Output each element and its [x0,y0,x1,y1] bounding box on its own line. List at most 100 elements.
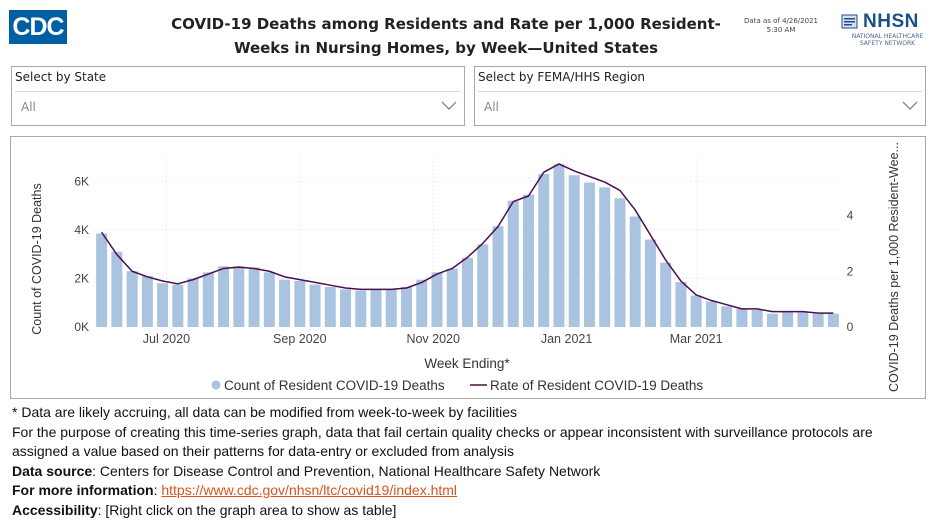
deaths-bar[interactable] [690,295,702,327]
deaths-bar[interactable] [705,301,717,328]
deaths-bar[interactable] [538,174,550,327]
rate-point[interactable] [557,162,560,165]
rate-point[interactable] [817,312,820,315]
deaths-bar[interactable] [644,239,656,327]
deaths-bar[interactable] [568,175,580,327]
rate-point[interactable] [268,270,271,273]
deaths-bar[interactable] [187,278,199,327]
rate-point[interactable] [695,293,698,296]
deaths-bar[interactable] [736,308,748,327]
deaths-bar[interactable] [385,289,397,327]
deaths-bar[interactable] [766,313,778,327]
deaths-bar[interactable] [522,194,534,327]
deaths-bar[interactable] [751,310,763,327]
rate-point[interactable] [649,234,652,237]
deaths-bar[interactable] [599,187,611,327]
rate-point[interactable] [771,310,774,313]
rate-point[interactable] [740,307,743,310]
bar-layer[interactable] [96,164,839,327]
rate-point[interactable] [115,253,118,256]
deaths-bar[interactable] [782,311,794,327]
rate-point[interactable] [161,280,164,283]
rate-point[interactable] [756,307,759,310]
deaths-chart[interactable]: Jul 2020 Sep 2020 Nov 2020 Jan 2021 Mar 2021… [11,137,925,398]
deaths-bar[interactable] [294,280,306,327]
deaths-bar[interactable] [202,272,214,327]
deaths-bar[interactable] [553,164,565,327]
deaths-bar[interactable] [96,233,108,328]
deaths-bar[interactable] [507,200,519,327]
rate-point[interactable] [222,267,225,270]
rate-point[interactable] [359,288,362,291]
rate-point[interactable] [710,299,713,302]
rate-point[interactable] [679,280,682,283]
deaths-bar[interactable] [157,283,169,327]
rate-point[interactable] [786,310,789,313]
rate-point[interactable] [237,266,240,269]
rate-point[interactable] [527,195,530,198]
deaths-bar[interactable] [309,284,321,328]
rate-point[interactable] [207,273,210,276]
deaths-bar[interactable] [797,312,809,327]
deaths-bar[interactable] [111,251,123,327]
deaths-bar[interactable] [416,279,428,327]
deaths-bar[interactable] [446,268,458,327]
deaths-bar[interactable] [172,284,184,328]
rate-point[interactable] [146,275,149,278]
rate-point[interactable] [344,286,347,289]
deaths-bar[interactable] [279,279,291,327]
deaths-bar[interactable] [141,276,153,327]
region-dropdown[interactable]: All [478,91,922,122]
rate-point[interactable] [603,181,606,184]
rate-point[interactable] [298,278,301,281]
line-layer[interactable] [100,162,835,314]
rate-point[interactable] [466,256,469,259]
deaths-bar[interactable] [721,306,733,327]
rate-point[interactable] [451,267,454,270]
deaths-bar[interactable] [629,216,641,328]
rate-point[interactable] [573,169,576,172]
rate-point[interactable] [588,175,591,178]
deaths-bar[interactable] [675,282,687,327]
deaths-bar[interactable] [401,286,413,327]
chart-frame[interactable]: Jul 2020 Sep 2020 Nov 2020 Jan 2021 Mar 2021… [10,136,926,399]
rate-point[interactable] [329,284,332,287]
rate-point[interactable] [634,208,637,211]
rate-point[interactable] [283,275,286,278]
rate-point[interactable] [390,288,393,291]
rate-line[interactable] [101,163,834,314]
rate-point[interactable] [131,270,134,273]
deaths-bar[interactable] [492,226,504,327]
deaths-bar[interactable] [248,267,260,328]
more-info-link[interactable]: https://www.cdc.gov/nhsn/ltc/covid19/ind… [161,482,458,498]
deaths-bar[interactable] [126,271,138,327]
rate-point[interactable] [801,310,804,313]
deaths-bar[interactable] [233,266,245,327]
deaths-bar[interactable] [431,272,443,327]
deaths-bar[interactable] [583,182,595,328]
deaths-bar[interactable] [462,257,473,327]
rate-point[interactable] [832,312,835,315]
rate-point[interactable] [375,288,378,291]
deaths-bar[interactable] [370,289,382,327]
rate-point[interactable] [542,171,545,174]
deaths-bar[interactable] [827,313,839,327]
rate-point[interactable] [481,242,484,245]
rate-point[interactable] [420,281,423,284]
rate-point[interactable] [436,273,439,276]
rate-point[interactable] [176,282,179,285]
deaths-bar[interactable] [477,244,489,327]
rate-point[interactable] [253,267,256,270]
deaths-bar[interactable] [324,286,336,327]
rate-point[interactable] [664,259,667,262]
deaths-bar[interactable] [340,289,352,327]
rate-point[interactable] [725,303,728,306]
state-dropdown[interactable]: All [15,91,461,122]
rate-point[interactable] [314,281,317,284]
rate-point[interactable] [512,200,515,203]
deaths-bar[interactable] [812,312,824,327]
deaths-bar[interactable] [263,272,275,327]
rate-point[interactable] [100,231,103,234]
deaths-bar[interactable] [355,290,367,327]
rate-point[interactable] [405,286,408,289]
